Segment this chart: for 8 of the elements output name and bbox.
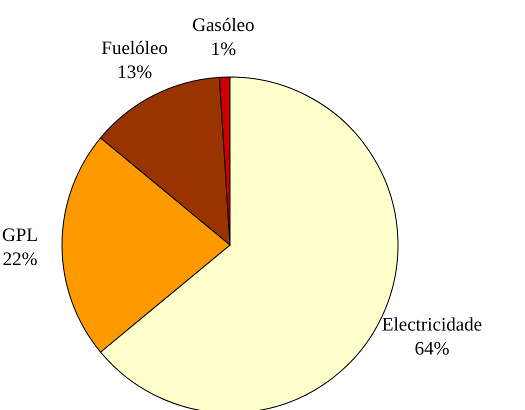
slice-label: Fuelóleo: [101, 38, 168, 59]
slice-label: GPL: [2, 225, 38, 246]
data-label: 64%: [414, 338, 450, 360]
data-label: 22%: [2, 249, 38, 270]
slice-label: Electricidade: [382, 314, 482, 336]
data-label: 1%: [210, 39, 236, 60]
data-label: 13%: [117, 62, 152, 83]
slice-label: Gasóleo: [192, 15, 255, 36]
